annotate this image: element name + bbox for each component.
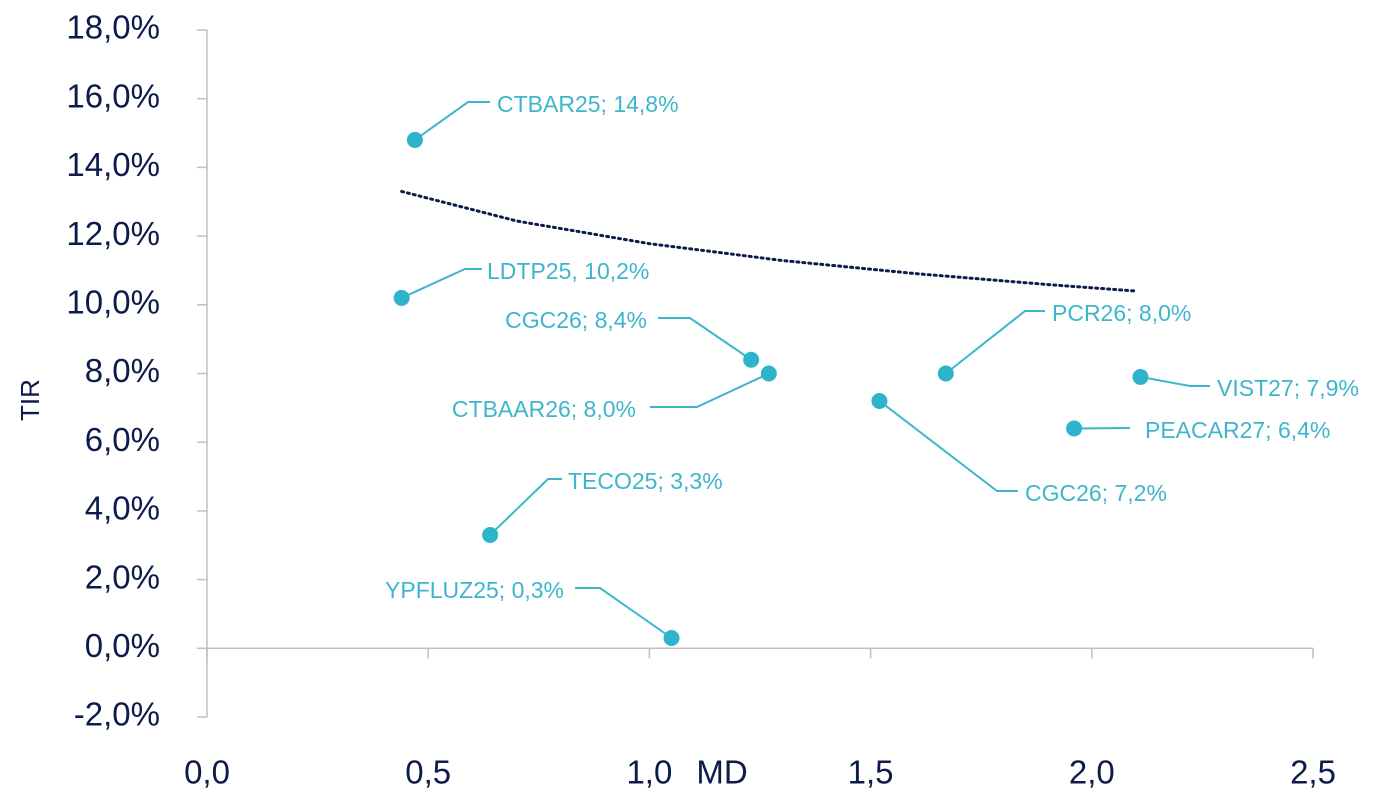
data-label: CGC26; 7,2% xyxy=(1025,480,1167,506)
x-tick-label: 2,5 xyxy=(1290,754,1336,791)
x-tick-label: 0,5 xyxy=(405,754,451,791)
data-point xyxy=(406,131,423,148)
leader-line xyxy=(1140,375,1210,387)
leader-line xyxy=(489,478,562,536)
data-point xyxy=(937,365,954,382)
data-label: CTBAAR26; 8,0% xyxy=(452,396,636,422)
data-label: LDTP25, 10,2% xyxy=(487,258,649,284)
y-tick-label: -2,0% xyxy=(74,696,160,733)
data-point xyxy=(743,351,760,368)
leader-line xyxy=(401,268,482,299)
leader-line xyxy=(414,101,490,141)
x-tick-label: 2,0 xyxy=(1069,754,1115,791)
data-point xyxy=(1066,420,1083,437)
data-label: PEACAR27; 6,4% xyxy=(1145,417,1330,443)
x-tick-label: 1,0 xyxy=(626,754,672,791)
data-point xyxy=(871,392,888,409)
data-label: YPFLUZ25; 0,3% xyxy=(385,577,564,603)
data-point xyxy=(663,629,680,646)
y-tick-label: 16,0% xyxy=(66,77,160,114)
y-tick-label: 0,0% xyxy=(85,627,160,664)
x-tick-label: 1,5 xyxy=(848,754,894,791)
y-tick-label: 4,0% xyxy=(85,490,160,527)
data-label: CTBAR25; 14,8% xyxy=(497,91,679,117)
leader-line xyxy=(650,372,770,408)
data-point xyxy=(760,365,777,382)
data-point xyxy=(1132,368,1149,385)
data-label: CGC26; 8,4% xyxy=(505,307,647,333)
trendline xyxy=(400,189,1138,293)
y-tick-label: 14,0% xyxy=(66,146,160,183)
leader-line xyxy=(658,317,752,361)
y-tick-label: 2,0% xyxy=(85,558,160,595)
data-label: TECO25; 3,3% xyxy=(568,468,723,494)
y-tick-label: 8,0% xyxy=(85,352,160,389)
data-label: PCR26; 8,0% xyxy=(1052,300,1191,326)
data-label: VIST27; 7,9% xyxy=(1217,375,1359,401)
data-point xyxy=(482,526,499,543)
y-tick-label: 12,0% xyxy=(66,215,160,252)
leader-line xyxy=(575,587,673,639)
leader-line xyxy=(878,400,1018,492)
data-point xyxy=(393,289,410,306)
y-tick-label: 10,0% xyxy=(66,284,160,321)
y-tick-label: 18,0% xyxy=(66,9,160,46)
y-tick-label: 6,0% xyxy=(85,421,160,458)
x-axis-label: MD xyxy=(696,754,747,791)
y-axis-label: TIR xyxy=(15,379,45,421)
leader-line xyxy=(945,310,1045,375)
x-tick-label: 0,0 xyxy=(184,754,230,791)
